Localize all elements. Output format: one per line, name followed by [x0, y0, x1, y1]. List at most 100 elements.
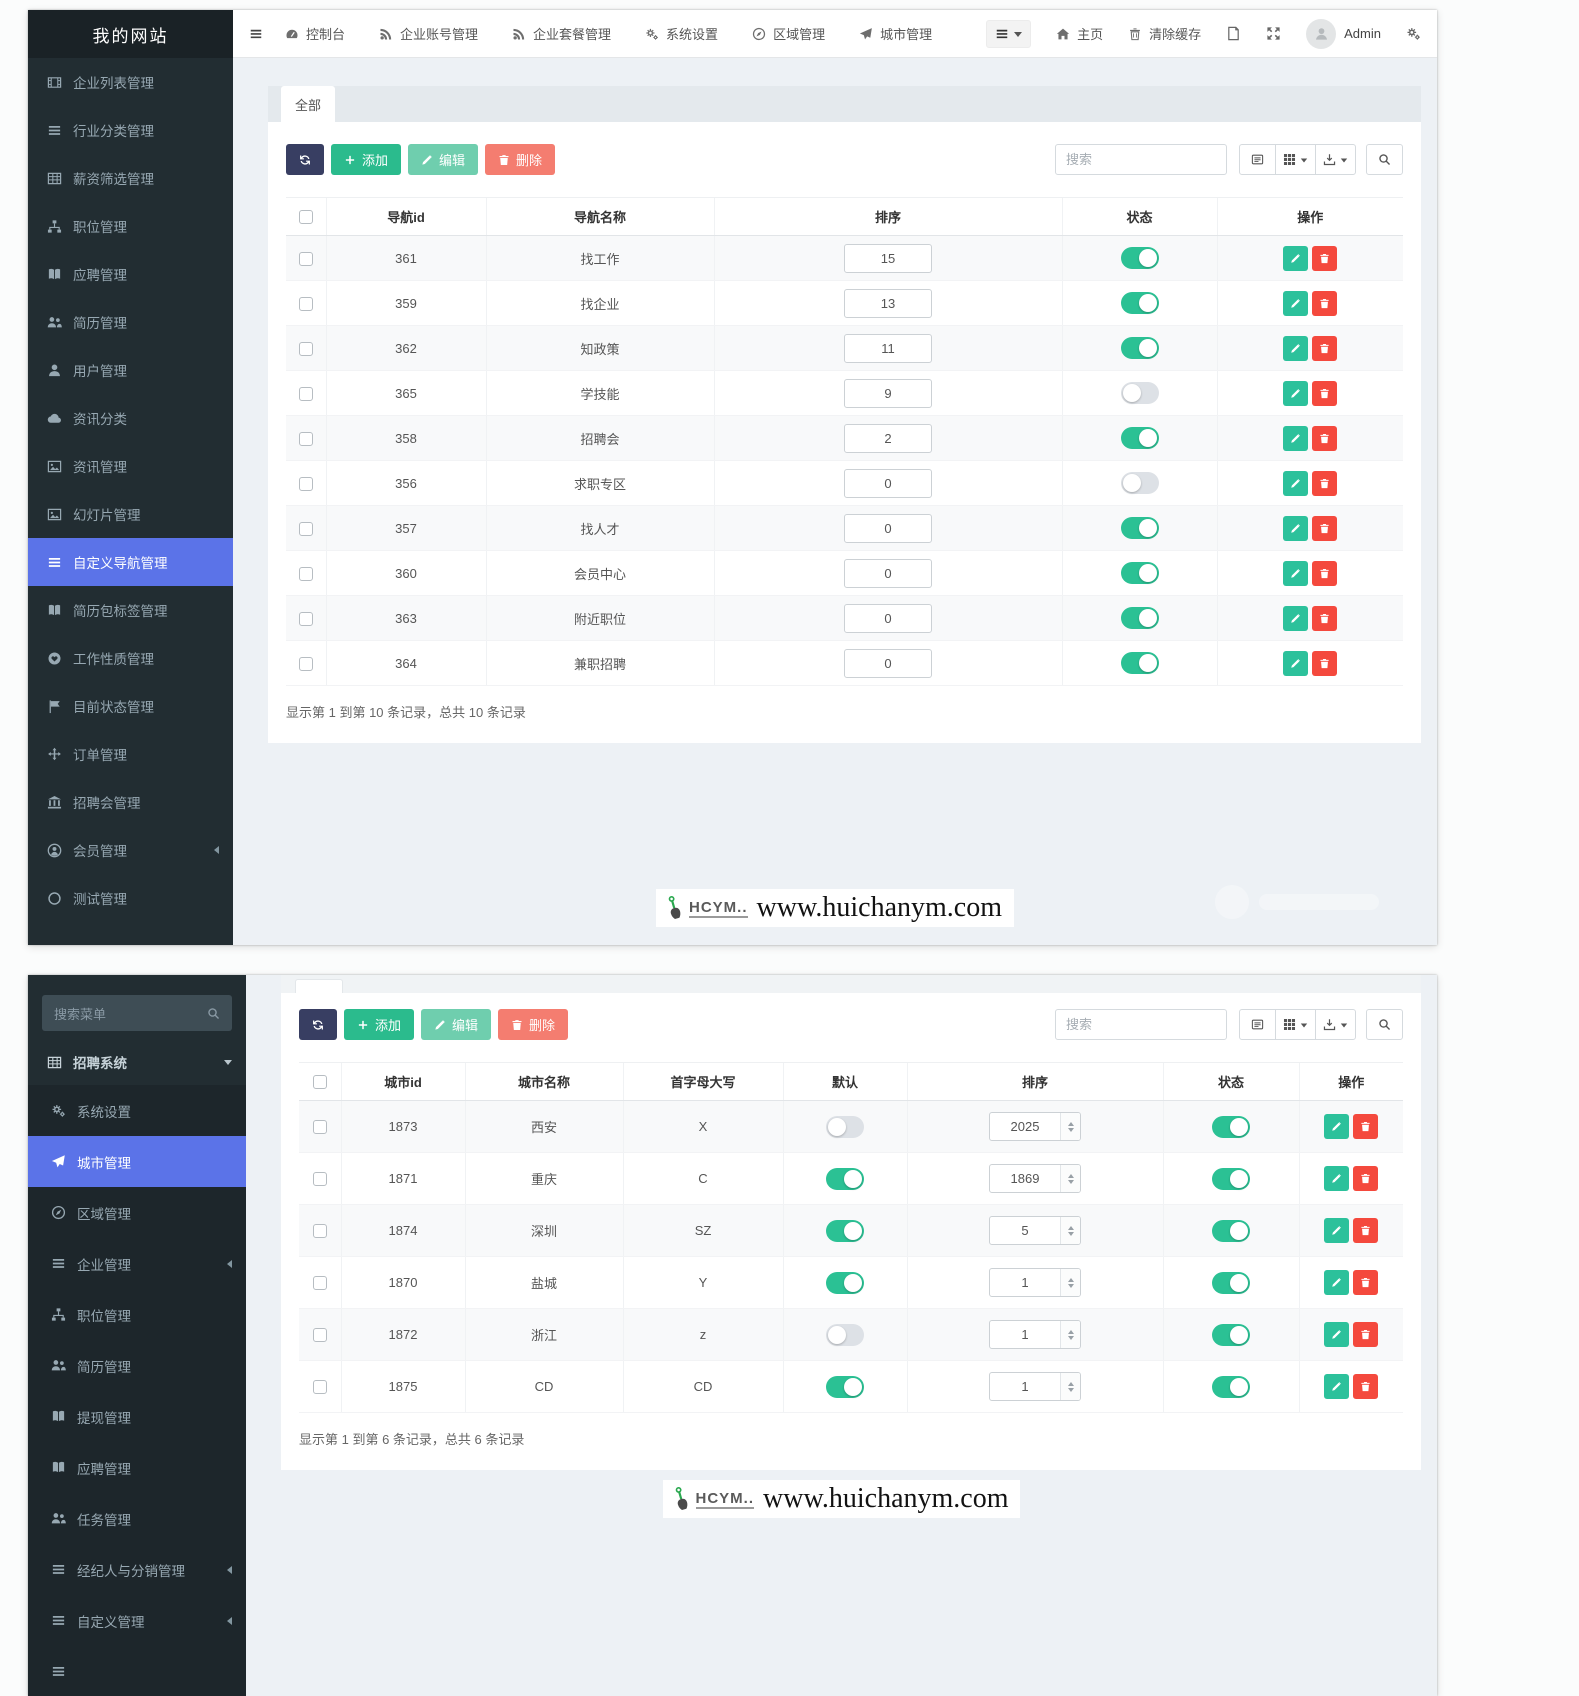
row-delete-button[interactable]: [1312, 335, 1338, 361]
default-toggle[interactable]: [826, 1115, 864, 1138]
edit-button[interactable]: 编辑: [408, 144, 479, 175]
row-edit-button[interactable]: [1283, 380, 1309, 406]
row-checkbox[interactable]: [312, 1120, 327, 1135]
row-checkbox[interactable]: [312, 1380, 327, 1395]
sort-input[interactable]: [844, 423, 932, 453]
row-checkbox[interactable]: [298, 611, 313, 626]
status-toggle[interactable]: [1212, 1323, 1250, 1346]
sort-spinner[interactable]: 1: [989, 1372, 1081, 1401]
row-checkbox[interactable]: [298, 566, 313, 581]
row-checkbox[interactable]: [298, 431, 313, 446]
refresh-button[interactable]: [286, 144, 324, 175]
sidebar-item-6[interactable]: 用户管理: [28, 346, 233, 394]
row-edit-button[interactable]: [1283, 335, 1309, 361]
row-edit-button[interactable]: [1324, 1322, 1350, 1347]
columns-button[interactable]: [1275, 144, 1316, 175]
row-delete-button[interactable]: [1312, 425, 1338, 451]
status-toggle[interactable]: [1212, 1167, 1250, 1190]
row-edit-button[interactable]: [1324, 1374, 1350, 1399]
user-menu[interactable]: Admin: [1306, 18, 1381, 49]
row-checkbox[interactable]: [312, 1328, 327, 1343]
row-delete-button[interactable]: [1353, 1114, 1379, 1139]
sidebar-item-9[interactable]: 经纪人与分销管理: [28, 1544, 246, 1595]
sidebar-item-8[interactable]: 资讯管理: [28, 442, 233, 490]
sidebar-item-2[interactable]: 区域管理: [28, 1187, 246, 1238]
columns-button[interactable]: [1275, 1009, 1316, 1040]
add-button[interactable]: 添加: [344, 1009, 415, 1040]
search-input[interactable]: [1055, 1009, 1227, 1040]
default-toggle[interactable]: [826, 1167, 864, 1190]
row-edit-button[interactable]: [1283, 470, 1309, 496]
row-checkbox[interactable]: [312, 1224, 327, 1239]
search-input[interactable]: [1055, 144, 1227, 175]
row-delete-button[interactable]: [1353, 1166, 1379, 1191]
status-toggle[interactable]: [1120, 652, 1159, 674]
row-checkbox[interactable]: [298, 386, 313, 401]
status-toggle[interactable]: [1212, 1115, 1250, 1138]
search-button[interactable]: [1366, 144, 1403, 175]
sidebar-item-2[interactable]: 薪资筛选管理: [28, 154, 233, 202]
sidebar-item-11[interactable]: [28, 1646, 246, 1696]
nav-home[interactable]: 主页: [1056, 24, 1103, 43]
select-all-checkbox[interactable]: [312, 1075, 327, 1090]
sidebar-item-10[interactable]: 自定义导航管理: [28, 538, 233, 586]
row-edit-button[interactable]: [1324, 1218, 1350, 1243]
row-delete-button[interactable]: [1353, 1218, 1379, 1243]
refresh-button[interactable]: [299, 1009, 337, 1040]
sidebar-item-12[interactable]: 工作性质管理: [28, 634, 233, 682]
status-toggle[interactable]: [1120, 562, 1159, 584]
sidebar-item-16[interactable]: 会员管理: [28, 826, 233, 874]
add-button[interactable]: 添加: [331, 144, 402, 175]
sidebar-item-7[interactable]: 应聘管理: [28, 1442, 246, 1493]
spinner-arrows-icon[interactable]: [1060, 1165, 1080, 1192]
sort-spinner[interactable]: 1: [989, 1268, 1081, 1297]
row-checkbox[interactable]: [298, 656, 313, 671]
pagination-toggle-button[interactable]: [1239, 1009, 1276, 1040]
tab-all[interactable]: 全部: [281, 86, 336, 122]
status-toggle[interactable]: [1120, 337, 1159, 359]
status-toggle[interactable]: [1120, 247, 1159, 269]
nav-item-0[interactable]: 控制台: [285, 24, 345, 43]
delete-button[interactable]: 删除: [498, 1009, 569, 1040]
settings-gear-icon[interactable]: [1406, 26, 1421, 41]
sidebar-item-5[interactable]: 简历管理: [28, 1340, 246, 1391]
default-toggle[interactable]: [826, 1375, 864, 1398]
nav-clear-cache[interactable]: 清除缓存: [1128, 24, 1201, 43]
sidebar-item-1[interactable]: 行业分类管理: [28, 106, 233, 154]
sort-input[interactable]: [844, 333, 932, 363]
sidebar-item-6[interactable]: 提现管理: [28, 1391, 246, 1442]
pagination-toggle-button[interactable]: [1239, 144, 1276, 175]
status-toggle[interactable]: [1212, 1271, 1250, 1294]
edit-button[interactable]: 编辑: [421, 1009, 492, 1040]
row-delete-button[interactable]: [1312, 605, 1338, 631]
row-checkbox[interactable]: [298, 296, 313, 311]
search-button[interactable]: [1366, 1009, 1403, 1040]
nav-item-5[interactable]: 城市管理: [859, 24, 932, 43]
status-toggle[interactable]: [1120, 427, 1159, 449]
sidebar-item-13[interactable]: 目前状态管理: [28, 682, 233, 730]
sidebar-item-10[interactable]: 自定义管理: [28, 1595, 246, 1646]
row-checkbox[interactable]: [298, 476, 313, 491]
row-delete-button[interactable]: [1312, 650, 1338, 676]
nav-item-2[interactable]: 企业套餐管理: [512, 24, 611, 43]
row-delete-button[interactable]: [1312, 470, 1338, 496]
status-toggle[interactable]: [1120, 517, 1159, 539]
docs-file-icon[interactable]: [1226, 26, 1241, 41]
row-delete-button[interactable]: [1353, 1374, 1379, 1399]
row-delete-button[interactable]: [1312, 515, 1338, 541]
sort-input[interactable]: [844, 513, 932, 543]
sidebar-item-4[interactable]: 应聘管理: [28, 250, 233, 298]
row-checkbox[interactable]: [298, 251, 313, 266]
sort-spinner[interactable]: 5: [989, 1216, 1081, 1245]
sidebar-item-7[interactable]: 资讯分类: [28, 394, 233, 442]
sidebar-item-14[interactable]: 订单管理: [28, 730, 233, 778]
spinner-arrows-icon[interactable]: [1060, 1269, 1080, 1296]
row-checkbox[interactable]: [298, 521, 313, 536]
status-toggle[interactable]: [1120, 607, 1159, 629]
status-toggle[interactable]: [1120, 382, 1159, 404]
row-delete-button[interactable]: [1312, 560, 1338, 586]
export-button[interactable]: [1315, 1009, 1356, 1040]
spinner-arrows-icon[interactable]: [1060, 1113, 1080, 1140]
default-toggle[interactable]: [826, 1323, 864, 1346]
status-toggle[interactable]: [1120, 472, 1159, 494]
